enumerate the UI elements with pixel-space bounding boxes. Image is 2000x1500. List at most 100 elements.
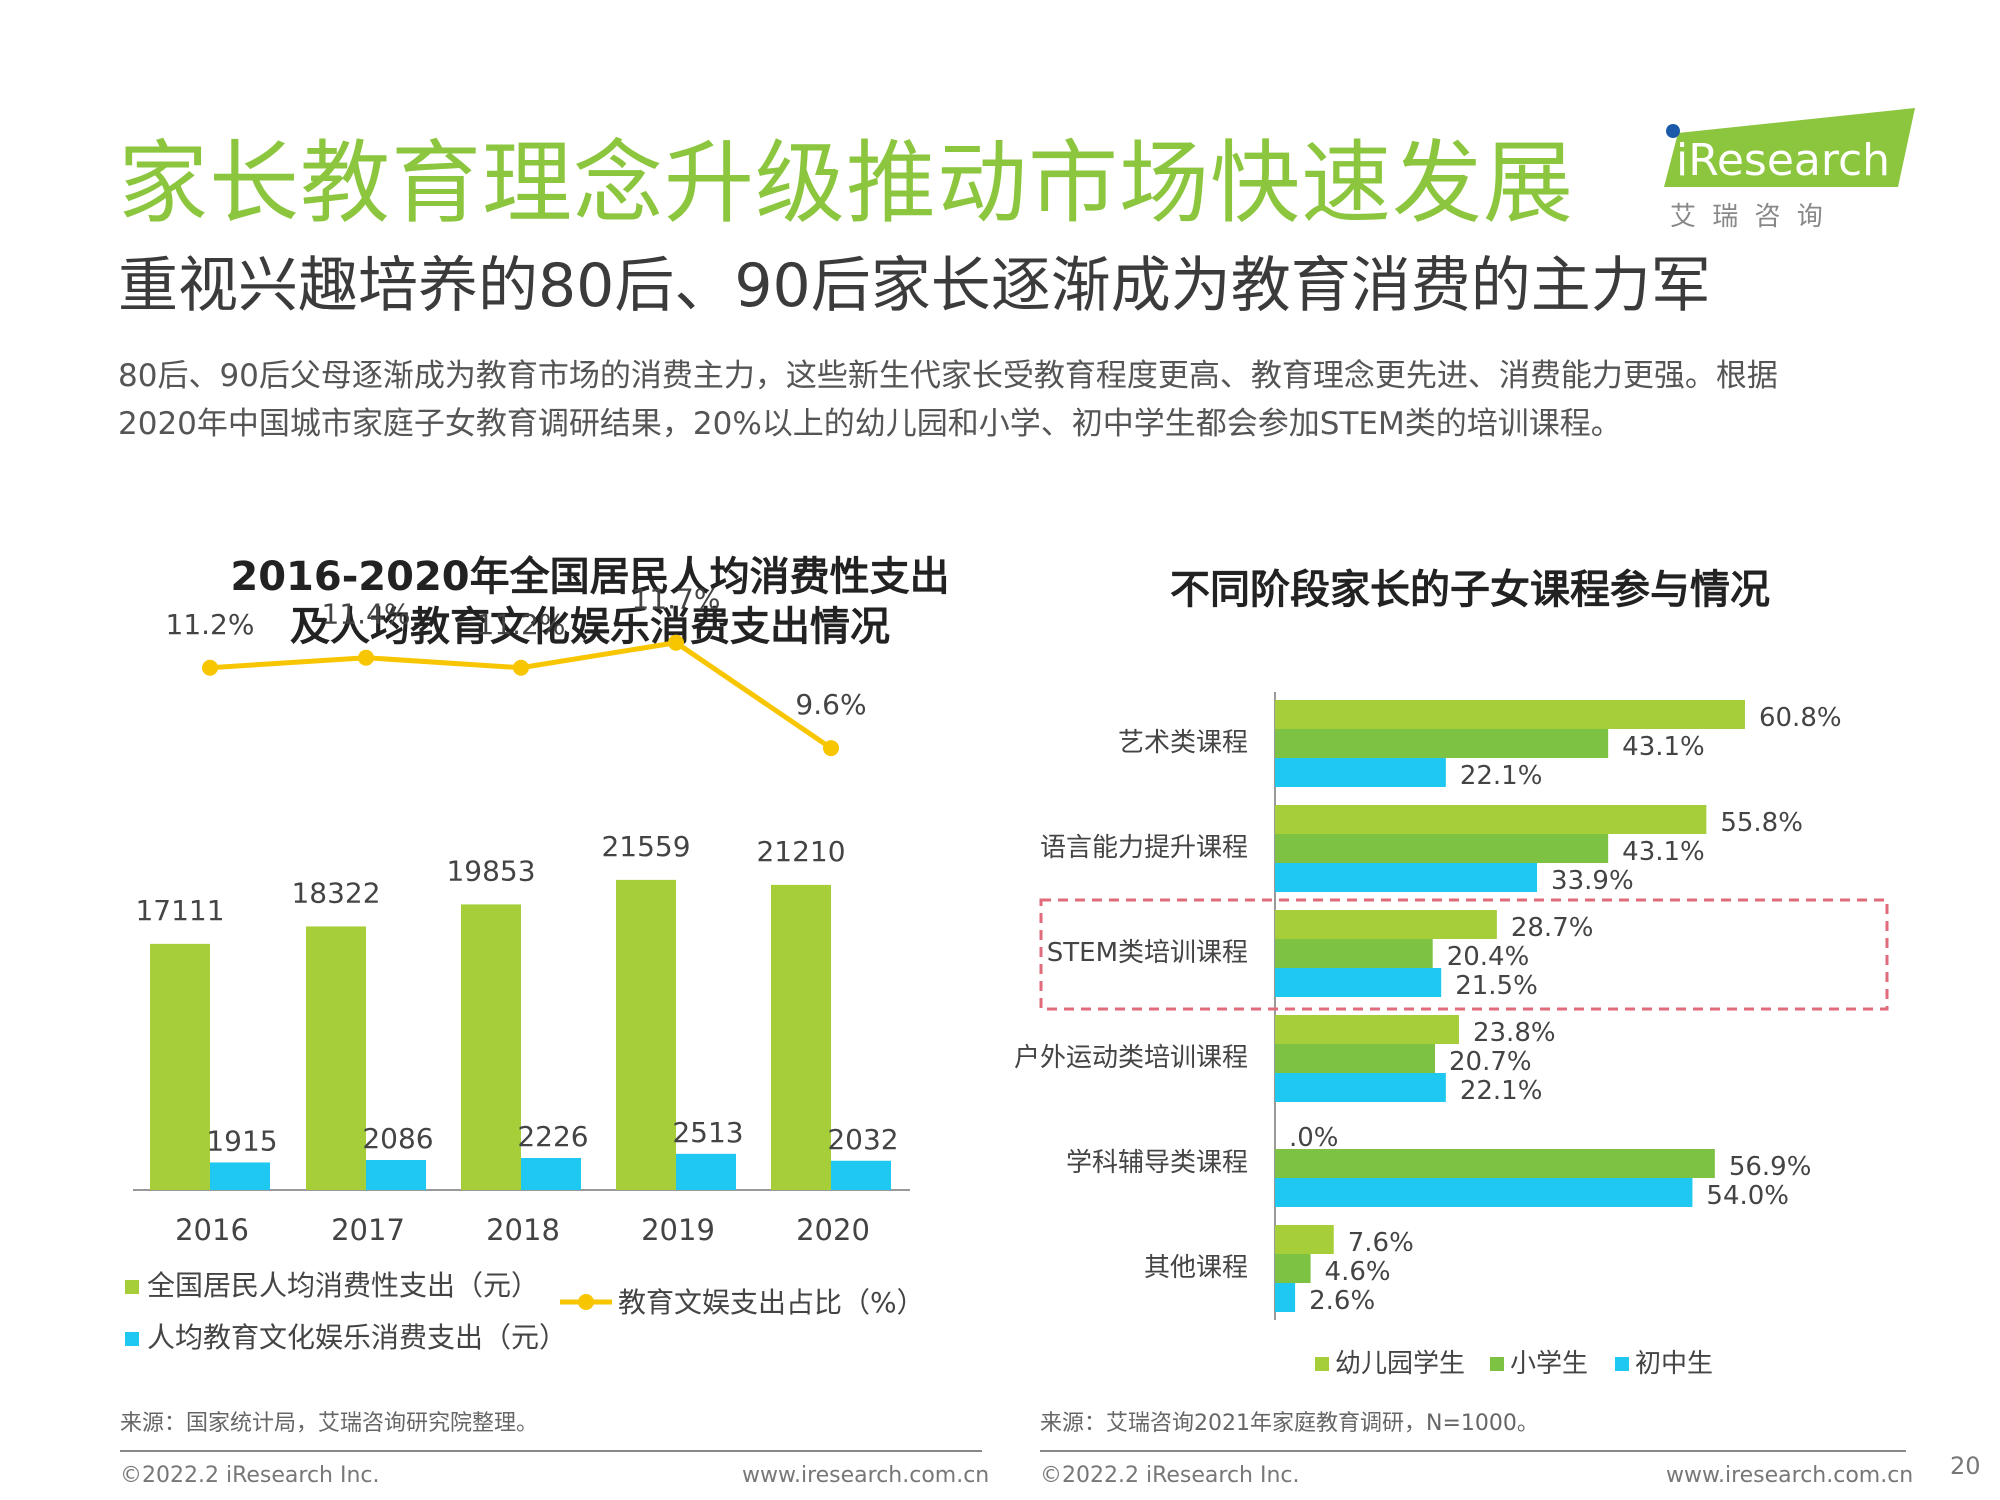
bar-幼儿园学生-5 (1275, 1225, 1334, 1254)
bar-label-幼儿园学生-3: 23.8% (1473, 1018, 1556, 1048)
bar-label-初中生-1: 33.9% (1551, 866, 1634, 896)
tick-2019: 2019 (641, 1213, 715, 1247)
bar-label-小学生-3: 20.7% (1449, 1047, 1532, 1077)
share-label-2019: 11.7% (632, 583, 721, 616)
left-chart-title: 2016-2020年全国居民人均消费性支出 及人均教育文化娱乐消费支出情况 (130, 552, 1050, 652)
bar-label-幼儿园学生-1: 55.8% (1720, 808, 1803, 838)
logo-tagline: 艾 瑞 咨 询 (1670, 202, 1827, 232)
label-edu-2020: 2032 (827, 1123, 898, 1156)
bar-label-初中生-3: 22.1% (1460, 1076, 1543, 1106)
bar-label-小学生-1: 43.1% (1622, 837, 1705, 867)
share-label-2020: 9.6% (795, 688, 866, 721)
bar-幼儿园学生-1 (1275, 805, 1707, 834)
bar-初中生-3 (1275, 1073, 1446, 1102)
share-label-2016: 11.2% (166, 608, 255, 641)
page-title: 家长教育理念升级推动市场快速发展 (118, 131, 1574, 236)
bar-初中生-5 (1275, 1283, 1296, 1312)
bar-幼儿园学生-3 (1275, 1015, 1459, 1044)
share-point-2017 (358, 649, 374, 666)
footer-divider-right (1040, 1450, 1906, 1452)
bar-label-小学生-5: 4.6% (1325, 1257, 1391, 1287)
bar-edu-2019 (676, 1153, 736, 1190)
bar-edu-2017 (366, 1159, 426, 1190)
category-label-5: 其他课程 (1144, 1253, 1248, 1283)
page-subtitle: 重视兴趣培养的80后、90后家长逐渐成为教育消费的主力军 (118, 251, 1711, 321)
bar-label-幼儿园学生-5: 7.6% (1348, 1228, 1414, 1258)
bar-小学生-4 (1275, 1149, 1715, 1178)
tick-2020: 2020 (796, 1213, 870, 1247)
tick-2016: 2016 (175, 1213, 249, 1247)
bar-幼儿园学生-0 (1275, 700, 1745, 729)
label-edu-2019: 2513 (672, 1116, 743, 1149)
bar-小学生-3 (1275, 1044, 1436, 1073)
legend-label-share: 教育文娱支出占比（%） (618, 1286, 925, 1319)
label-edu-2017: 2086 (362, 1122, 433, 1155)
bar-初中生-4 (1275, 1178, 1693, 1207)
intro-line-2: 2020年中国城市家庭子女教育调研结果，20%以上的幼儿园和小学、初中学生都会参… (118, 406, 1622, 442)
legend-point-share (578, 1294, 594, 1310)
label-edu-2018: 2226 (517, 1120, 588, 1153)
bar-初中生-1 (1275, 863, 1538, 892)
intro-paragraph: 80后、90后父母逐渐成为教育市场的消费主力，这些新生代家长受教育程度更高、教育… (118, 352, 1918, 448)
label-total-2017: 18322 (291, 876, 380, 909)
bar-label-小学生-2: 20.4% (1447, 942, 1530, 972)
category-label-1: 语言能力提升课程 (1040, 833, 1248, 863)
bar-小学生-2 (1275, 939, 1433, 968)
bar-label-幼儿园学生-0: 60.8% (1759, 703, 1842, 733)
label-total-2018: 19853 (446, 854, 535, 887)
category-label-0: 艺术类课程 (1118, 728, 1248, 758)
legend-swatch-edu (125, 1332, 139, 1346)
bar-edu-2020 (831, 1160, 891, 1190)
bar-edu-2018 (521, 1157, 581, 1190)
legend-label-total: 全国居民人均消费性支出（元） (147, 1269, 539, 1302)
share-point-2020 (823, 740, 839, 757)
left-chart-title-line-2: 及人均教育文化娱乐消费支出情况 (290, 604, 890, 650)
legend-label-0: 幼儿园学生 (1335, 1349, 1465, 1379)
share-label-2017: 11.4% (322, 598, 411, 631)
bar-total-2018 (461, 904, 521, 1190)
bar-total-2016 (150, 943, 210, 1190)
footer-url-right[interactable]: www.iresearch.com.cn (1666, 1463, 1914, 1488)
bar-幼儿园学生-2 (1275, 910, 1497, 939)
intro-line-1: 80后、90后父母逐渐成为教育市场的消费主力，这些新生代家长受教育程度更高、教育… (118, 358, 1778, 394)
bar-label-小学生-0: 43.1% (1622, 732, 1705, 762)
bar-label-初中生-0: 22.1% (1460, 761, 1543, 791)
tick-2018: 2018 (486, 1213, 560, 1247)
logo-dot (1666, 124, 1680, 138)
bar-小学生-0 (1275, 729, 1609, 758)
category-label-2: STEM类培训课程 (1047, 938, 1248, 968)
bar-label-初中生-4: 54.0% (1706, 1181, 1789, 1211)
bar-小学生-1 (1275, 834, 1609, 863)
legend-swatch-total (125, 1280, 139, 1294)
bar-total-2020 (771, 884, 831, 1190)
share-label-2018: 11.2% (477, 608, 566, 641)
bar-edu-2016 (210, 1162, 270, 1190)
footer-copyright-left: ©2022.2 iResearch Inc. (120, 1463, 380, 1488)
bar-label-初中生-5: 2.6% (1309, 1286, 1375, 1316)
bar-初中生-2 (1275, 968, 1442, 997)
label-total-2016: 17111 (135, 894, 224, 927)
label-edu-2016: 1915 (206, 1124, 277, 1157)
logo-brand-text: iResearch (1676, 135, 1890, 186)
footer-divider-left (120, 1450, 982, 1452)
left-source: 来源：国家统计局，艾瑞咨询研究院整理。 (120, 1411, 539, 1436)
right-source: 来源：艾瑞咨询2021年家庭教育调研，N=1000。 (1040, 1411, 1539, 1436)
label-total-2020: 21210 (756, 835, 845, 868)
legend-swatch-2 (1615, 1357, 1629, 1371)
bar-total-2017 (306, 926, 366, 1190)
stem-highlight-box (1039, 898, 1889, 1011)
bar-label-初中生-2: 21.5% (1455, 971, 1538, 1001)
bar-label-幼儿园学生-2: 28.7% (1511, 913, 1594, 943)
legend-label-1: 小学生 (1510, 1349, 1588, 1379)
left-chart-title-line-1: 2016-2020年全国居民人均消费性支出 (230, 554, 950, 600)
right-chart-title: 不同阶段家长的子女课程参与情况 (1170, 567, 1770, 613)
logo-banner (1664, 108, 1915, 187)
legend-swatch-0 (1315, 1357, 1329, 1371)
legend-label-2: 初中生 (1635, 1349, 1713, 1379)
share-point-2018 (513, 659, 529, 676)
iresearch-logo: iResearch 艾 瑞 咨 询 (1664, 108, 1915, 232)
footer-url-left[interactable]: www.iresearch.com.cn (742, 1463, 990, 1488)
bar-total-2019 (616, 879, 676, 1190)
